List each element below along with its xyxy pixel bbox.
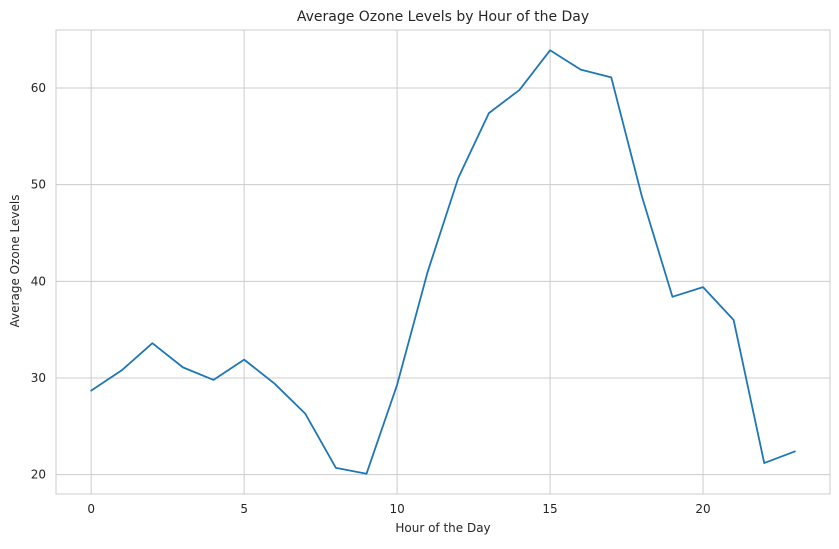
y-tick-label: 40	[31, 274, 46, 288]
x-tick-label: 15	[542, 502, 557, 516]
y-tick-label: 50	[31, 178, 46, 192]
x-axis-label: Hour of the Day	[395, 521, 490, 535]
x-tick-label: 10	[389, 502, 404, 516]
chart-title: Average Ozone Levels by Hour of the Day	[297, 9, 589, 25]
grid	[56, 30, 830, 494]
x-tick-label: 20	[695, 502, 710, 516]
x-axis-ticks: 0 5 10 15 20	[87, 502, 710, 516]
y-tick-label: 20	[31, 468, 46, 482]
y-axis-label: Average Ozone Levels	[8, 195, 22, 328]
y-tick-label: 60	[31, 81, 46, 95]
y-tick-label: 30	[31, 371, 46, 385]
x-tick-label: 0	[87, 502, 95, 516]
y-axis-ticks: 20 30 40 50 60	[31, 81, 46, 482]
plot-area-frame	[55, 29, 831, 495]
x-tick-label: 5	[240, 502, 248, 516]
series-line	[90, 49, 796, 475]
